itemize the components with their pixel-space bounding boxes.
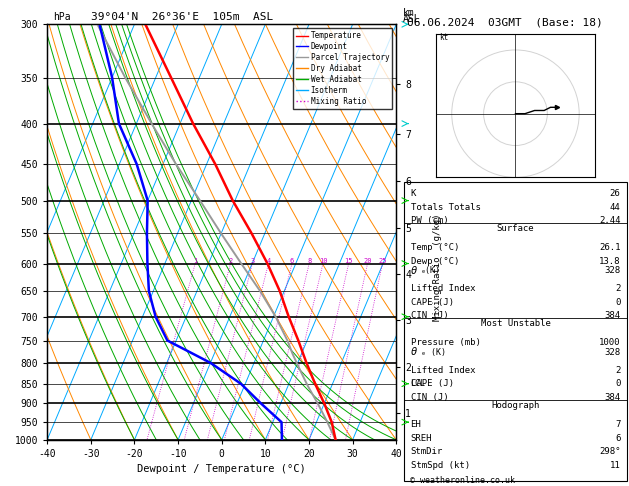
Text: km: km: [403, 8, 415, 18]
Text: 6: 6: [290, 258, 294, 263]
Text: 13.8: 13.8: [599, 257, 620, 266]
Text: 328: 328: [604, 266, 620, 275]
Text: 10: 10: [319, 258, 327, 263]
Text: SREH: SREH: [411, 434, 432, 443]
Text: EH: EH: [411, 420, 421, 429]
Text: 384: 384: [604, 393, 620, 402]
Text: Temp (°C): Temp (°C): [411, 243, 459, 252]
Text: 11: 11: [610, 461, 620, 470]
Text: K: K: [411, 189, 416, 198]
Text: Surface: Surface: [497, 225, 534, 233]
Text: StmSpd (kt): StmSpd (kt): [411, 461, 470, 470]
Text: 15: 15: [345, 258, 353, 263]
Text: kt: kt: [439, 34, 448, 42]
Text: 298°: 298°: [599, 447, 620, 456]
Text: 06.06.2024  03GMT  (Base: 18): 06.06.2024 03GMT (Base: 18): [407, 17, 603, 27]
Text: ₑ (K): ₑ (K): [421, 347, 445, 357]
Text: 328: 328: [604, 347, 620, 357]
Text: 2: 2: [228, 258, 233, 263]
Text: CIN (J): CIN (J): [411, 312, 448, 320]
Text: 4: 4: [266, 258, 270, 263]
Text: 2: 2: [615, 365, 620, 375]
Text: θ: θ: [411, 347, 417, 357]
X-axis label: Dewpoint / Temperature (°C): Dewpoint / Temperature (°C): [137, 465, 306, 474]
Text: Mixing Ratio  (g/kg): Mixing Ratio (g/kg): [433, 213, 442, 321]
Text: 1000: 1000: [599, 338, 620, 347]
Text: 3: 3: [250, 258, 255, 263]
Text: 26: 26: [610, 189, 620, 198]
Text: PW (cm): PW (cm): [411, 216, 448, 225]
Text: ₑ(K): ₑ(K): [421, 266, 440, 275]
Text: 0: 0: [615, 379, 620, 388]
Text: 44: 44: [610, 203, 620, 211]
Text: CIN (J): CIN (J): [411, 393, 448, 402]
Text: Pressure (mb): Pressure (mb): [411, 338, 481, 347]
Text: 2: 2: [615, 284, 620, 293]
Text: Lifted Index: Lifted Index: [411, 365, 475, 375]
Text: Totals Totals: Totals Totals: [411, 203, 481, 211]
Text: 25: 25: [378, 258, 387, 263]
Text: LCL: LCL: [410, 379, 425, 388]
Text: hPa: hPa: [53, 12, 71, 22]
Text: StmDir: StmDir: [411, 447, 443, 456]
Text: © weatheronline.co.uk: © weatheronline.co.uk: [410, 476, 515, 485]
Text: 2.44: 2.44: [599, 216, 620, 225]
Text: 8: 8: [307, 258, 311, 263]
Text: CAPE (J): CAPE (J): [411, 298, 454, 307]
Text: Dewp (°C): Dewp (°C): [411, 257, 459, 266]
Text: 39°04'N  26°36'E  105m  ASL: 39°04'N 26°36'E 105m ASL: [91, 12, 274, 22]
Text: 1: 1: [193, 258, 198, 263]
Text: 7: 7: [615, 420, 620, 429]
Text: 384: 384: [604, 312, 620, 320]
Text: 20: 20: [364, 258, 372, 263]
Text: ASL: ASL: [403, 14, 420, 24]
Text: CAPE (J): CAPE (J): [411, 379, 454, 388]
Text: Hodograph: Hodograph: [491, 401, 540, 410]
Text: θ: θ: [411, 265, 417, 276]
Text: 6: 6: [615, 434, 620, 443]
Text: 0: 0: [615, 298, 620, 307]
Legend: Temperature, Dewpoint, Parcel Trajectory, Dry Adiabat, Wet Adiabat, Isotherm, Mi: Temperature, Dewpoint, Parcel Trajectory…: [293, 28, 392, 109]
Text: Lifted Index: Lifted Index: [411, 284, 475, 293]
Text: 26.1: 26.1: [599, 243, 620, 252]
Text: Most Unstable: Most Unstable: [481, 319, 550, 329]
